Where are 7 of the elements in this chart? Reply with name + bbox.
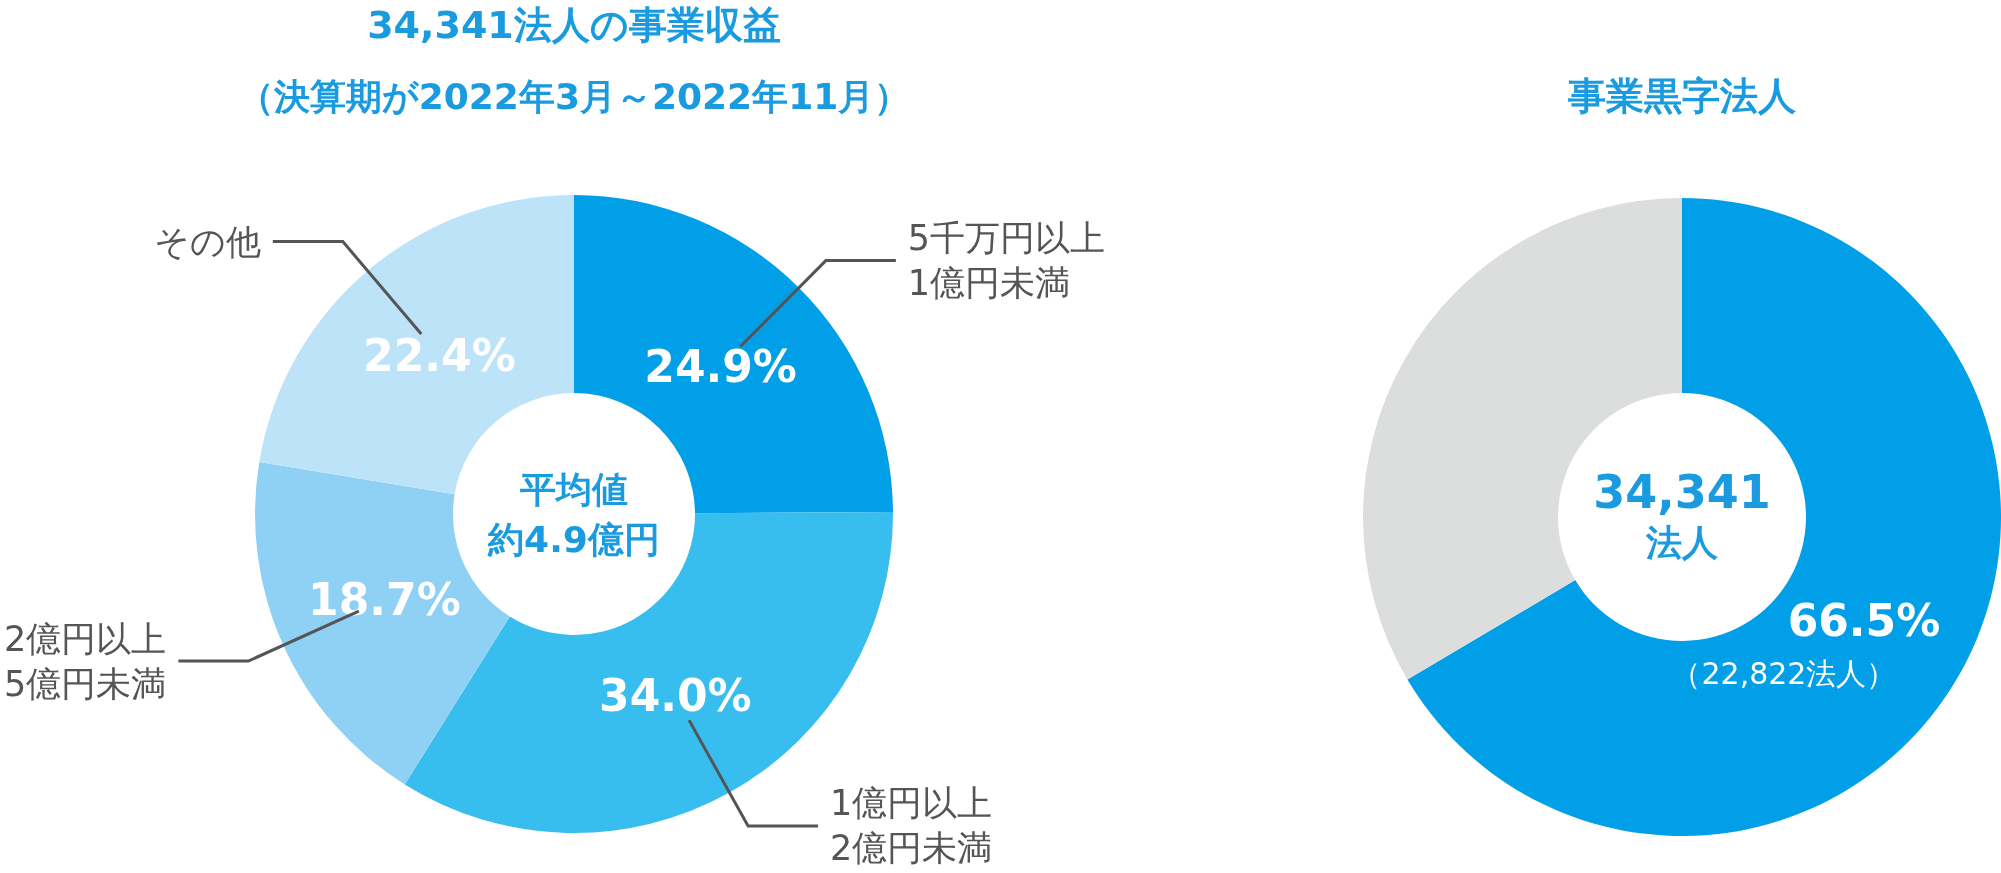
annotation: 34,341 (1593, 465, 1771, 519)
annotation: 約4.9億円 (488, 518, 660, 560)
annotation: 法人 (1646, 521, 1718, 563)
annotation: 平均値 (520, 468, 628, 510)
subtitle: （決算期が2022年3月～2022年11月） (237, 75, 911, 117)
title: 34,341法人の事業収益 (367, 3, 781, 47)
title: 事業黒字法人 (1568, 74, 1796, 118)
